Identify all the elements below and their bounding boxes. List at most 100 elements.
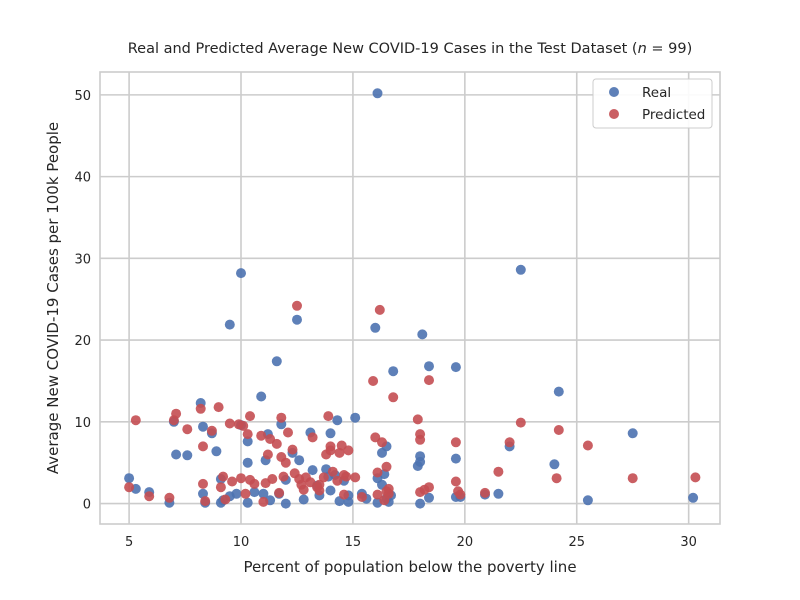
data-points — [124, 88, 701, 509]
x-tick-label: 5 — [125, 535, 133, 550]
predicted-point — [307, 432, 318, 443]
y-tick-label: 40 — [74, 171, 91, 186]
real-point — [211, 446, 222, 457]
predicted-point — [424, 375, 434, 386]
predicted-point — [424, 482, 434, 493]
legend-marker-predicted — [609, 109, 619, 119]
real-point — [515, 264, 526, 275]
real-point — [242, 457, 253, 468]
real-point — [280, 498, 291, 509]
predicted-point — [551, 473, 562, 484]
real-point — [553, 386, 564, 397]
predicted-point — [372, 467, 383, 478]
series-predicted — [124, 300, 701, 507]
real-point — [271, 356, 282, 367]
predicted-point — [450, 437, 461, 448]
predicted-point — [249, 478, 260, 489]
plot-frame — [99, 71, 721, 525]
predicted-point — [171, 408, 182, 419]
real-point — [224, 319, 235, 330]
real-point — [256, 391, 267, 402]
predicted-point — [164, 492, 175, 503]
predicted-point — [242, 429, 253, 440]
predicted-point — [350, 472, 361, 483]
predicted-point — [274, 487, 285, 498]
y-tick-label: 0 — [83, 498, 91, 513]
y-tick-label: 10 — [74, 416, 91, 431]
predicted-point — [292, 300, 302, 311]
real-point — [231, 488, 242, 499]
real-point — [198, 421, 208, 432]
predicted-point — [455, 489, 466, 500]
predicted-point — [276, 412, 287, 423]
real-point — [415, 498, 426, 509]
x-tick-label: 25 — [568, 535, 585, 550]
predicted-point — [278, 471, 289, 482]
real-point — [424, 492, 434, 503]
predicted-point — [582, 440, 593, 451]
predicted-point — [227, 476, 238, 487]
predicted-point — [215, 482, 226, 493]
real-point — [370, 322, 381, 333]
predicted-point — [690, 472, 701, 483]
predicted-point — [374, 304, 385, 315]
real-point — [549, 459, 560, 470]
predicted-point — [124, 482, 135, 493]
predicted-point — [130, 415, 141, 426]
real-point — [415, 456, 426, 467]
predicted-point — [258, 496, 269, 507]
predicted-point — [515, 417, 526, 428]
real-point — [325, 485, 336, 496]
legend-box — [592, 78, 713, 129]
predicted-point — [356, 492, 367, 502]
real-point — [582, 495, 593, 506]
predicted-point — [388, 392, 399, 403]
predicted-point — [200, 496, 211, 507]
predicted-point — [283, 427, 293, 438]
real-point — [343, 496, 354, 507]
predicted-point — [262, 449, 273, 460]
predicted-point — [271, 438, 282, 449]
real-point — [350, 412, 361, 423]
real-point — [388, 366, 399, 377]
predicted-point — [314, 479, 325, 490]
predicted-point — [238, 420, 249, 431]
y-tick-label: 50 — [74, 89, 91, 104]
real-point — [424, 361, 434, 372]
x-tick-label: 10 — [233, 535, 250, 550]
chart-title: Real and Predicted Average New COVID-19 … — [128, 41, 693, 57]
real-point — [450, 453, 461, 464]
predicted-point — [415, 434, 426, 445]
x-tick-labels: 5 10 15 20 25 30 — [125, 535, 697, 550]
predicted-point — [198, 478, 208, 489]
predicted-point — [553, 425, 564, 435]
predicted-point — [372, 489, 383, 500]
predicted-point — [412, 414, 423, 425]
predicted-point — [381, 461, 392, 472]
predicted-point — [327, 466, 338, 477]
real-point — [258, 488, 269, 499]
real-point — [242, 497, 253, 508]
predicted-point — [627, 473, 638, 484]
x-tick-label: 20 — [457, 535, 474, 550]
predicted-point — [480, 487, 490, 498]
real-point — [417, 329, 428, 340]
real-point — [450, 362, 461, 373]
real-point — [307, 465, 318, 476]
predicted-point — [144, 491, 155, 502]
predicted-point — [195, 403, 206, 414]
x-tick-label: 15 — [345, 535, 362, 550]
predicted-point — [287, 444, 298, 455]
predicted-point — [280, 457, 291, 468]
predicted-point — [245, 411, 255, 422]
predicted-point — [339, 489, 349, 500]
predicted-point — [198, 441, 208, 452]
predicted-point — [220, 494, 231, 505]
real-point — [688, 492, 699, 503]
predicted-point — [450, 476, 461, 487]
real-point — [332, 415, 343, 426]
y-tick-labels: 0 10 20 30 40 50 — [74, 89, 91, 513]
y-tick-label: 30 — [74, 252, 91, 267]
real-point — [493, 488, 504, 499]
